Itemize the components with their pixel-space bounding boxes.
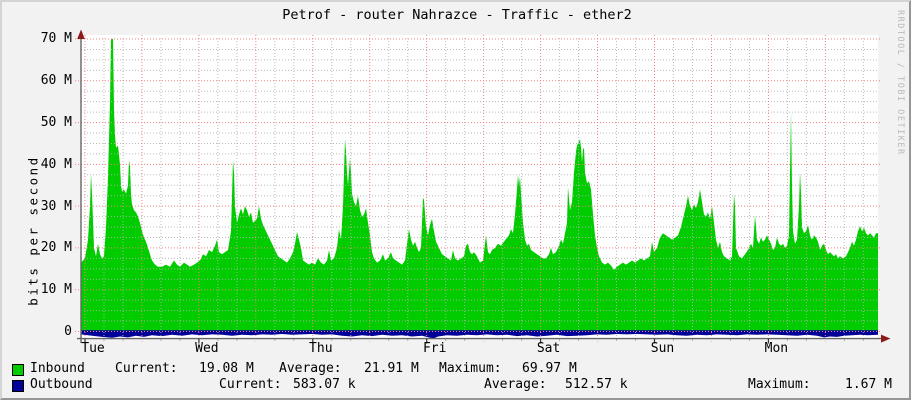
inbound-series-label: Inbound: [30, 361, 85, 376]
outbound-average-label: Average:: [484, 377, 547, 392]
outbound-area: [81, 330, 878, 339]
inbound-average-label: Average:: [279, 361, 342, 376]
x-tick-label-mon: Mon: [764, 341, 789, 356]
rrdtool-watermark: RRDTOOL / TOBI OETIKER: [895, 10, 905, 156]
inbound-current-label: Current:: [115, 361, 178, 376]
y-tick-label: 30 M: [40, 198, 72, 214]
outbound-maximum-label: Maximum:: [748, 377, 811, 392]
y-tick-label: 20 M: [40, 240, 72, 256]
y-tick-label: 70 M: [40, 31, 72, 47]
outbound-current-label: Current:: [219, 377, 282, 392]
graph-title: Petrof - router Nahrazce - Traffic - eth…: [282, 7, 632, 23]
x-tick-label-sat: Sat: [536, 341, 561, 356]
x-tick-label-tue: Tue: [81, 341, 105, 356]
outbound-series-label: Outbound: [30, 377, 93, 392]
inbound-average-value: 21.91 M: [364, 361, 419, 376]
y-tick-label: 0: [64, 324, 72, 339]
x-axis-arrow: [881, 334, 891, 343]
x-tick-label-fri: Fri: [422, 341, 447, 356]
inbound-maximum-label: Maximum:: [439, 361, 502, 376]
inbound-maximum-value: 69.97 M: [522, 361, 577, 376]
outbound-average-value: 512.57 k: [565, 377, 628, 392]
x-tick-label-sun: Sun: [650, 341, 675, 356]
y-tick-label: 50 M: [40, 115, 72, 131]
outbound-current-value: 583.07 k: [293, 377, 356, 392]
inbound-swatch: [12, 364, 24, 376]
x-tick-label-thu: Thu: [309, 341, 333, 356]
outbound-swatch: [12, 380, 24, 392]
y-tick-label: 10 M: [40, 282, 72, 298]
inbound-current-value: 19.08 M: [199, 361, 254, 376]
y-tick-label: 60 M: [40, 73, 72, 89]
outbound-maximum-value: 1.67 M: [845, 377, 892, 392]
y-axis-arrow: [77, 29, 85, 39]
y-tick-label: 40 M: [40, 156, 72, 172]
x-tick-label-wed: Wed: [195, 341, 219, 356]
